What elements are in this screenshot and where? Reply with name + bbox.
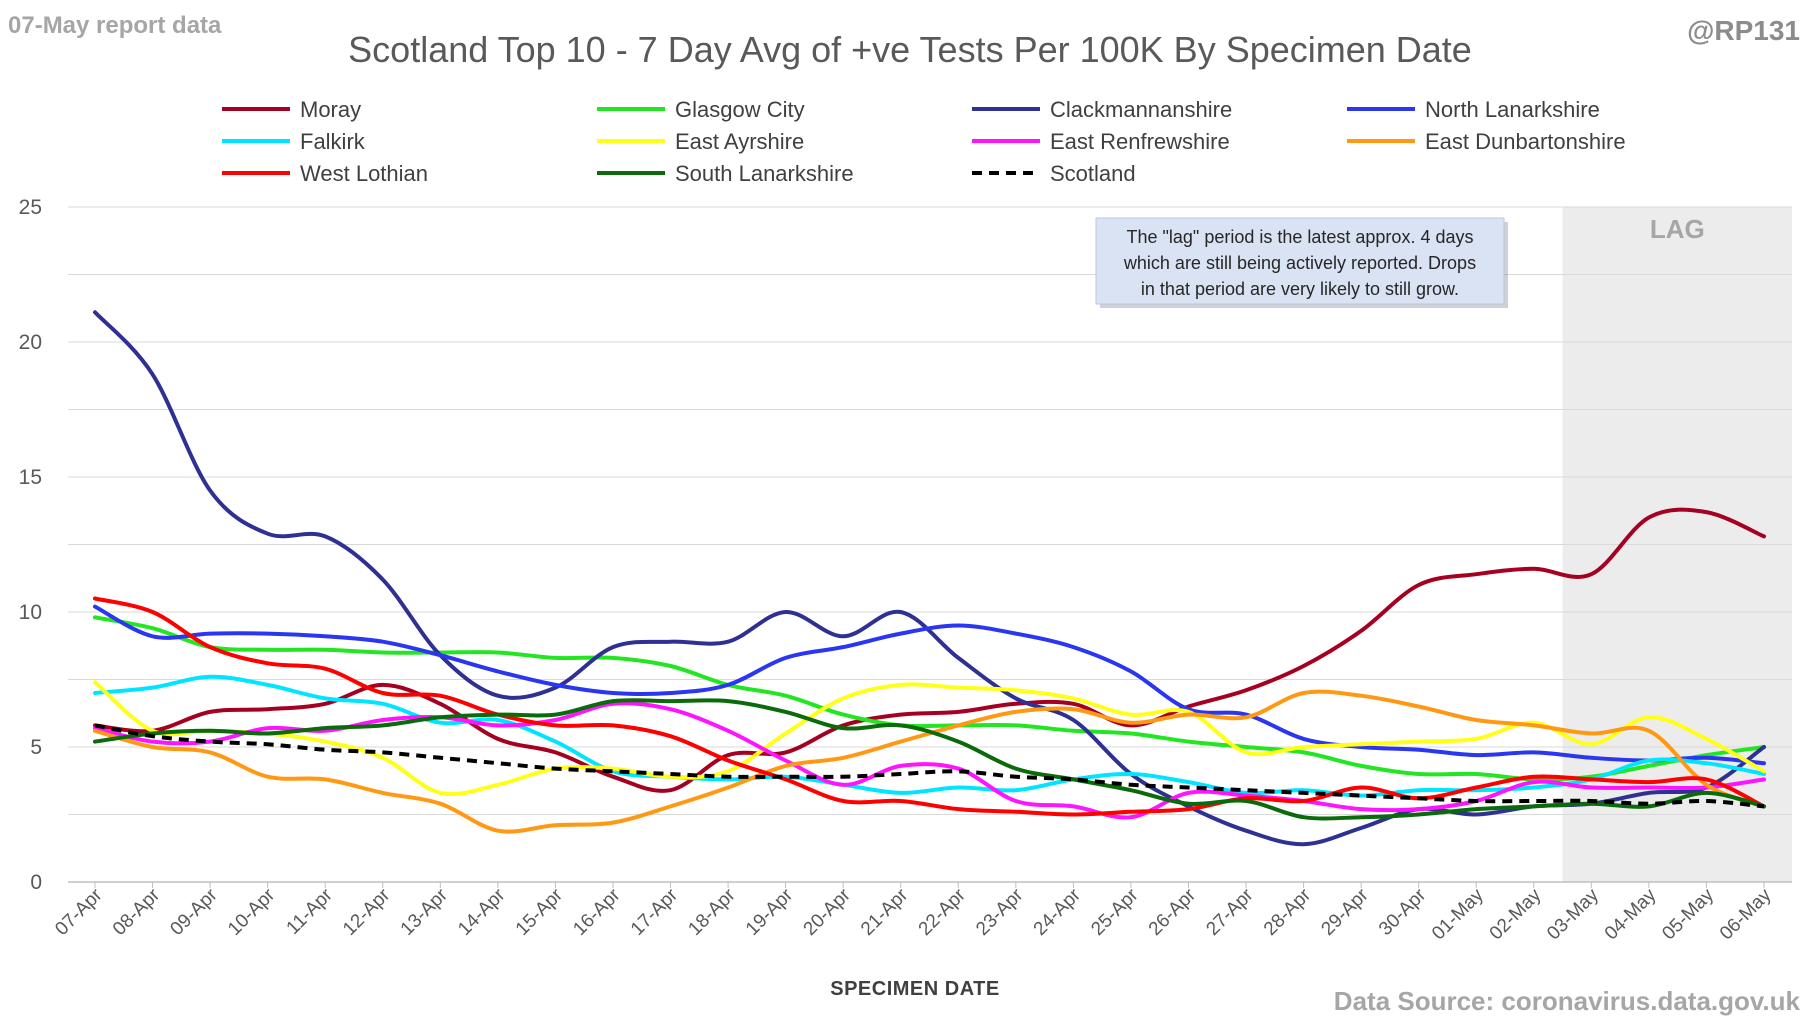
annotation-line-2: which are still being actively reported.… bbox=[1123, 253, 1476, 273]
lag-label: LAG bbox=[1650, 214, 1705, 244]
legend: Moray Glasgow City Clackmannanshire North L… bbox=[222, 97, 1626, 186]
y-tick-label: 25 bbox=[19, 196, 42, 219]
legend-label-west-lothian: West Lothian bbox=[300, 161, 428, 186]
series-line-glasgow-city bbox=[93, 615, 1766, 782]
legend-label-north-lanarkshire: North Lanarkshire bbox=[1425, 97, 1600, 122]
series-line-moray bbox=[93, 507, 1766, 793]
legend-label-scotland: Scotland bbox=[1050, 161, 1136, 186]
annotation-line-1: The "lag" period is the latest approx. 4… bbox=[1127, 227, 1474, 247]
y-tick-label: 15 bbox=[19, 466, 42, 489]
series-line-north-lanarkshire bbox=[93, 604, 1766, 766]
legend-label-east-ayrshire: East Ayrshire bbox=[675, 129, 804, 154]
series-line-west-lothian bbox=[93, 596, 1766, 817]
series-line-scotland bbox=[94, 723, 1765, 809]
y-tick-label: 10 bbox=[19, 601, 42, 624]
series-line-east-ayrshire bbox=[93, 680, 1766, 797]
y-tick-label: 5 bbox=[30, 736, 42, 759]
y-axis-ticks: 0 5 10 15 20 25 bbox=[19, 196, 42, 894]
chart-title: Scotland Top 10 - 7 Day Avg of +ve Tests… bbox=[348, 29, 1472, 70]
legend-label-south-lanarkshire: South Lanarkshire bbox=[675, 161, 854, 186]
legend-label-east-dunbartonshire: East Dunbartonshire bbox=[1425, 129, 1626, 154]
lag-annotation: The "lag" period is the latest approx. 4… bbox=[1095, 217, 1508, 308]
annotation-line-3: in that period are very likely to still … bbox=[1141, 279, 1459, 299]
y-tick-label: 0 bbox=[30, 871, 42, 894]
gridlines bbox=[68, 206, 1792, 883]
series-line-south-lanarkshire bbox=[93, 698, 1766, 821]
data-source: Data Source: coronavirus.data.gov.uk bbox=[1334, 986, 1801, 1016]
annotation-box bbox=[1095, 217, 1505, 305]
legend-label-east-renfrewshire: East Renfrewshire bbox=[1050, 129, 1230, 154]
report-date-label: 07-May report data bbox=[8, 12, 222, 39]
series-line-east-dunbartonshire bbox=[93, 689, 1766, 834]
author-handle: @RP131 bbox=[1687, 15, 1800, 46]
legend-label-falkirk: Falkirk bbox=[300, 129, 366, 154]
series-lines bbox=[93, 310, 1766, 847]
series-line-falkirk bbox=[93, 674, 1766, 798]
legend-label-moray: Moray bbox=[300, 97, 361, 122]
y-tick-label: 20 bbox=[19, 331, 42, 354]
series-line-clackmannanshire bbox=[93, 310, 1766, 847]
legend-label-glasgow-city: Glasgow City bbox=[675, 97, 805, 122]
legend-label-clackmannanshire: Clackmannanshire bbox=[1050, 97, 1232, 122]
x-axis-title: SPECIMEN DATE bbox=[830, 978, 999, 1000]
